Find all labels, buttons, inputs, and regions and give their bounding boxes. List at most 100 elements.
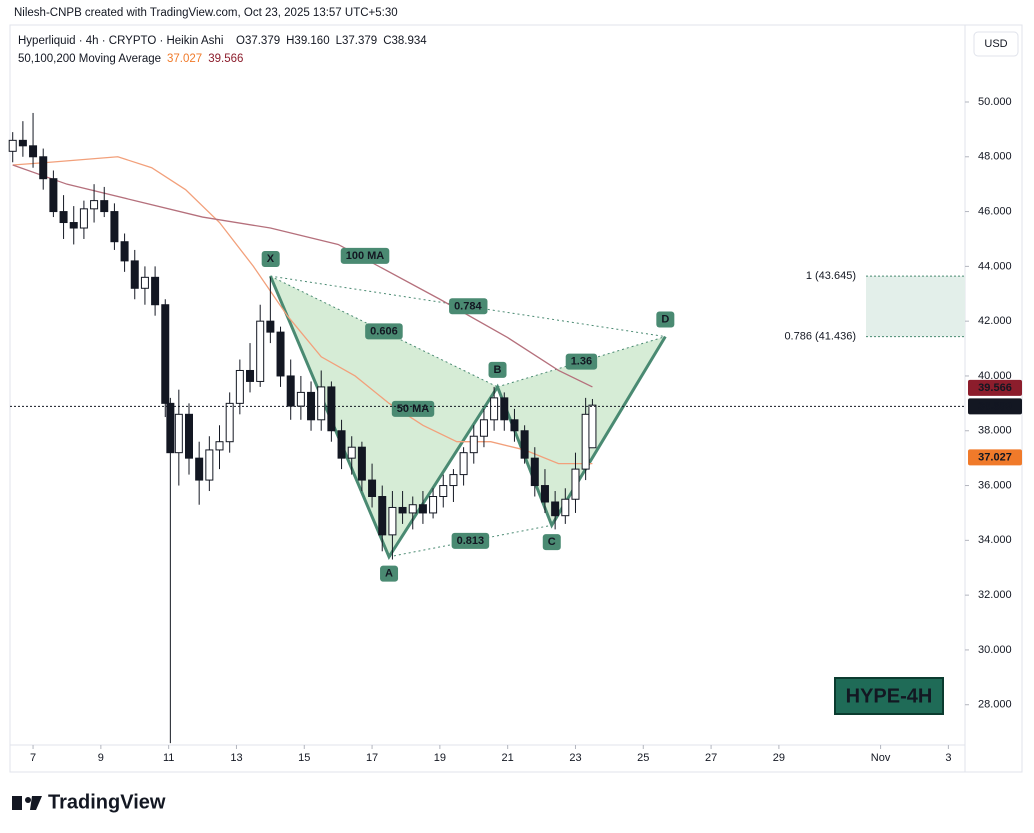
ratio-label: 0.813: [451, 532, 490, 549]
candle-body: [500, 397, 509, 421]
candle-body: [368, 479, 377, 498]
annotation-text: 50 MA: [397, 403, 429, 415]
y-tick-label: 38.000: [978, 425, 1012, 437]
candle-body: [561, 498, 570, 517]
x-tick-label: 11: [163, 752, 174, 764]
candle-body: [161, 304, 170, 404]
logo: [12, 796, 42, 810]
candle-body: [530, 457, 539, 487]
value: 37.027: [167, 53, 202, 65]
candle-body: [205, 449, 214, 481]
credit: Nilesh-CNPB created with TradingView.com…: [14, 7, 398, 19]
candle-body: [8, 139, 17, 152]
annotation-text: 100 MA: [346, 250, 385, 262]
watermark-text: HYPE-4H: [846, 685, 933, 707]
candle-body: [195, 457, 204, 481]
candle-body: [378, 496, 387, 536]
candle-body: [151, 276, 160, 306]
candle-body: [225, 402, 234, 443]
symbol: Hyperliquid · 4h · CRYPTO · Heikin Ashi: [18, 35, 223, 47]
point-label: X: [261, 251, 280, 268]
candle-body: [266, 320, 275, 333]
price-tag-label: 37.027: [978, 451, 1012, 463]
y-tick-label: 36.000: [978, 479, 1012, 491]
value: L37.379: [336, 35, 378, 47]
candle-body: [510, 419, 519, 432]
candle-body: [184, 413, 193, 459]
point-label-box: [261, 251, 280, 268]
candle-body: [551, 501, 560, 517]
candle-body: [276, 331, 285, 377]
candle-body: [174, 413, 183, 454]
pattern-fill: [270, 276, 498, 557]
y-tick-label: 48.000: [978, 151, 1012, 163]
ratio-label-box: [449, 298, 488, 315]
point-label-text: X: [267, 253, 275, 265]
ratio-label-box: [451, 532, 490, 549]
x-tick-label: 3: [945, 752, 951, 764]
annotation: 50 MA: [391, 400, 435, 417]
candle-body: [479, 419, 488, 437]
ma-line: [12, 156, 593, 465]
x-tick-label: 15: [298, 752, 310, 764]
candle-body: [469, 435, 478, 454]
y-tick-label: 30.000: [978, 644, 1012, 656]
candle-body: [69, 222, 78, 229]
x-tick-label: 23: [569, 752, 581, 764]
indicator: 50,100,200 Moving Average 37.027 39.566: [18, 53, 243, 65]
candle-body: [166, 402, 175, 454]
candle-body: [588, 404, 597, 449]
candle-body: [327, 386, 336, 432]
candle-body: [246, 369, 255, 382]
candle-body: [398, 506, 407, 514]
ratio-label: 0.606: [365, 323, 403, 340]
candle-body: [449, 474, 458, 487]
candle-body: [439, 485, 448, 498]
candle-body: [296, 391, 305, 407]
candle-body: [29, 145, 38, 158]
ratio-label: 0.784: [449, 298, 488, 315]
candle-body: [215, 441, 224, 451]
y-tick-label: 42.000: [978, 315, 1012, 327]
x-tick-label: 25: [637, 752, 649, 764]
candle-body: [317, 386, 326, 421]
annotation-box: [340, 247, 390, 264]
candle-body: [520, 430, 529, 459]
ratio-line: [270, 275, 666, 338]
candle-body: [418, 504, 427, 514]
candle-body: [286, 375, 295, 407]
ratio-label-box: [565, 353, 598, 370]
ratio-label-text: 0.813: [457, 535, 485, 547]
ratio-label-text: 0.784: [454, 300, 482, 312]
point-label: B: [488, 361, 507, 378]
candle-body: [571, 468, 580, 500]
ratio-label-text: 1.36: [571, 356, 592, 368]
annotation-box: [391, 400, 435, 417]
y-tick-label: 28.000: [978, 699, 1012, 711]
ratio-label-text: 0.606: [370, 325, 398, 337]
watermark-box: [834, 677, 944, 715]
price-tag: [968, 379, 1022, 396]
price-tag-label: 38.889: [978, 400, 1012, 412]
x-tick-label: 27: [705, 752, 717, 764]
ma-line: [12, 164, 593, 388]
x-tick-label: 29: [773, 752, 785, 764]
point-label-box: [656, 311, 675, 328]
candle-body: [140, 276, 149, 289]
currency[interactable]: USD: [984, 38, 1007, 50]
currency-button[interactable]: [973, 31, 1019, 57]
candle-body: [90, 200, 99, 210]
annotation: 100 MA: [340, 247, 390, 264]
ratio-label-box: [365, 323, 403, 340]
candle-body: [408, 504, 417, 514]
candle-body: [347, 446, 356, 459]
candle-body: [235, 369, 244, 404]
x-tick-label: 7: [30, 752, 36, 764]
candle-body: [388, 506, 397, 536]
candle-body: [130, 260, 139, 289]
point-label-text: D: [661, 314, 669, 326]
x-tick-label: 19: [434, 752, 446, 764]
price-tag: [968, 398, 1022, 415]
pattern-fill: [497, 336, 666, 526]
